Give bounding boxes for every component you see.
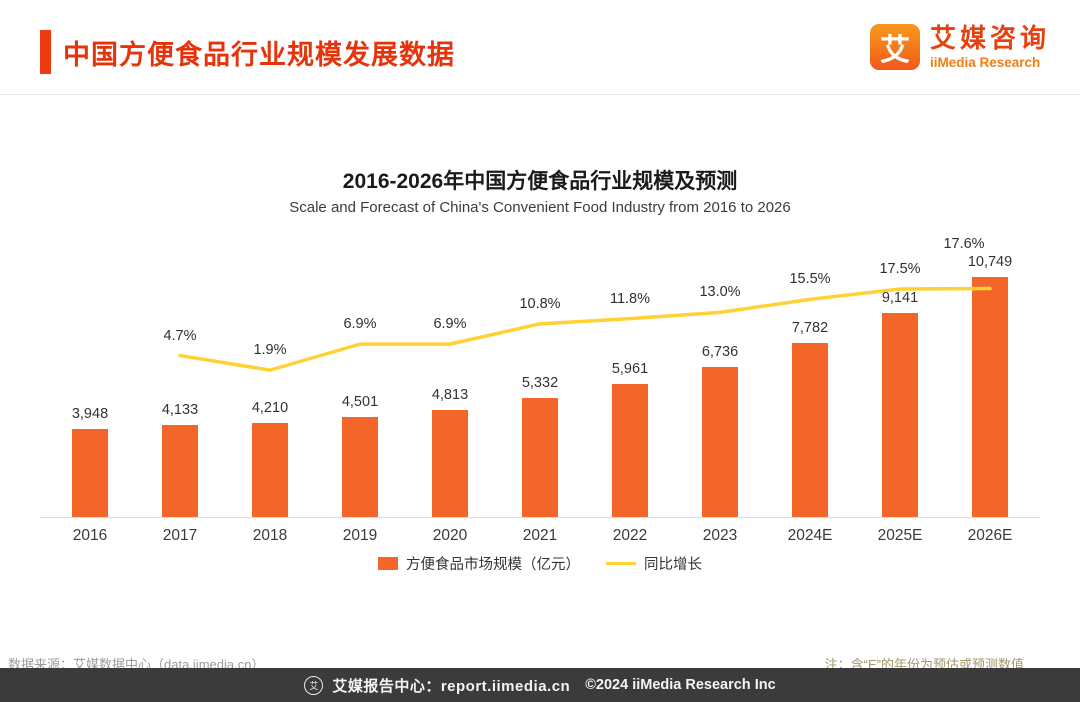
bar-value-label: 3,948	[71, 406, 109, 422]
growth-label: 6.9%	[433, 316, 467, 333]
chart-title: 2016-2026年中国方便食品行业规模及预测	[342, 170, 738, 193]
bar-2025E	[882, 313, 918, 517]
logo-name-cn: 艾媒咨询	[929, 23, 1050, 54]
x-axis-label: 2021	[522, 527, 558, 544]
x-axis-label: 2025E	[877, 527, 923, 544]
x-axis-line	[40, 517, 1040, 518]
footer-report-link: 艾媒报告中心：report.iimedia.cn	[332, 677, 571, 695]
chart-subtitle: Scale and Forecast of China's Convenient…	[289, 199, 791, 216]
bar-value-label: 4,133	[161, 402, 199, 418]
chart-legend: 方便食品市场规模（亿元） 同比增长	[0, 553, 1080, 574]
title-accent-bar	[40, 30, 51, 74]
bar-value-label: 7,782	[791, 320, 829, 336]
growth-label: 17.5%	[879, 261, 921, 277]
bar-value-label: 4,813	[431, 387, 469, 403]
footer-bar: 艾 艾媒报告中心：report.iimedia.cn ©2024 iiMedia…	[0, 668, 1080, 702]
iimedia-logo: 艾 艾媒咨询 iiMedia Research	[869, 24, 1050, 70]
x-axis-label: 2017	[162, 527, 198, 544]
iimedia-footer-logo-icon: 艾	[304, 675, 324, 695]
bar-value-label: 5,961	[611, 361, 649, 377]
growth-label: 17.6%	[943, 236, 985, 253]
bar-value-label: 4,210	[251, 400, 289, 416]
bar-2024E	[792, 343, 828, 517]
logo-name-en: iiMedia Research	[929, 54, 1041, 70]
growth-label: 1.9%	[253, 342, 287, 359]
bar-value-label: 9,141	[881, 290, 919, 306]
legend-item-bar: 方便食品市场规模（亿元）	[378, 553, 580, 574]
bar-legend-label: 方便食品市场规模（亿元）	[406, 557, 580, 573]
x-axis-label: 2019	[342, 527, 378, 544]
bar-2018	[252, 423, 288, 517]
bar-value-label: 10,749	[967, 254, 1013, 270]
growth-label: 11.8%	[609, 290, 651, 307]
page-title: 中国方便食品行业规模发展数据	[63, 40, 455, 70]
bar-value-label: 5,332	[521, 375, 559, 391]
growth-label: 10.8%	[519, 295, 561, 312]
bar-legend-swatch	[378, 557, 398, 570]
x-axis-label: 2023	[702, 527, 738, 544]
bar-value-label: 6,736	[701, 344, 739, 360]
bar-2016	[72, 429, 108, 517]
x-axis-label: 2026E	[967, 527, 1013, 544]
x-axis-label: 2024E	[787, 527, 833, 544]
growth-line	[178, 286, 992, 372]
growth-label: 6.9%	[343, 316, 377, 333]
bar-2017	[162, 425, 198, 517]
x-axis-label: 2016	[72, 527, 108, 544]
growth-label: 4.7%	[163, 327, 197, 344]
bar-2021	[522, 398, 558, 517]
growth-label: 15.5%	[789, 271, 831, 288]
bar-2026E	[972, 277, 1008, 517]
bar-value-label: 4,501	[341, 394, 379, 410]
iimedia-logo-text: 艾媒咨询 iiMedia Research	[930, 24, 1050, 70]
iimedia-logo-icon: 艾	[869, 24, 920, 70]
x-axis-label: 2020	[432, 527, 468, 544]
bar-2022	[612, 384, 648, 517]
line-legend-label: 同比增长	[644, 557, 702, 573]
legend-item-line: 同比增长	[606, 553, 702, 574]
header-divider	[0, 94, 1080, 95]
bar-2023	[702, 367, 738, 517]
bar-2020	[432, 410, 468, 517]
x-axis-label: 2022	[612, 527, 648, 544]
bar-2019	[342, 417, 378, 517]
bar-line-chart: 2016 2017 2018 2019 2020 2021 2022 2023 2024E 202…	[40, 217, 1040, 544]
growth-label: 13.0%	[699, 284, 741, 301]
footer-copyright: ©2024 iiMedia Research Inc	[585, 677, 776, 693]
line-legend-swatch	[606, 562, 636, 565]
x-axis-label: 2018	[252, 527, 288, 544]
